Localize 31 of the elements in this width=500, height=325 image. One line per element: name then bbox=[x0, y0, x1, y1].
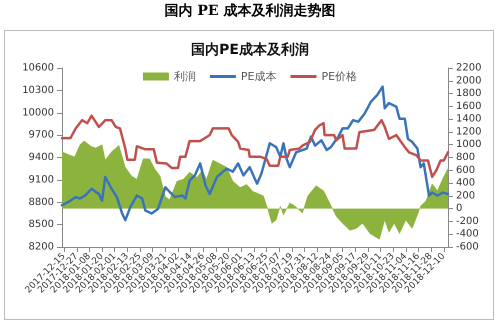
y2-tick-label: 800 bbox=[456, 152, 476, 163]
y2-tick-label: -200 bbox=[456, 216, 479, 227]
y2-tick-label: 1000 bbox=[456, 139, 482, 150]
legend-label: PE成本 bbox=[240, 70, 277, 83]
y2-tick-label: 0 bbox=[456, 203, 462, 214]
y-tick-label: 8800 bbox=[28, 196, 54, 208]
y-tick-label: 8500 bbox=[28, 219, 54, 230]
y2-tick-label: 2200 bbox=[456, 62, 482, 74]
y2-tick-label: 1800 bbox=[456, 88, 482, 100]
y2-tick-label: 2000 bbox=[456, 75, 482, 86]
legend-label: 利润 bbox=[174, 70, 196, 83]
y2-tick-label: 600 bbox=[456, 164, 476, 176]
y2-tick-label: 1200 bbox=[456, 126, 482, 138]
y-tick-label: 9100 bbox=[28, 174, 54, 186]
y-tick-label: 10300 bbox=[22, 84, 54, 96]
chart-subtitle: 国内PE成本及利润 bbox=[191, 41, 309, 58]
y-tick-label: 9700 bbox=[28, 130, 54, 141]
line-series bbox=[60, 85, 450, 222]
legend-label: PE价格 bbox=[322, 70, 358, 83]
y2-tick-label: -400 bbox=[456, 228, 479, 240]
y2-tick-label: -600 bbox=[456, 242, 479, 252]
y2-tick-label: 1600 bbox=[456, 100, 482, 112]
y2-tick-label: 200 bbox=[456, 190, 476, 202]
y-tick-label: 9400 bbox=[28, 152, 54, 163]
y-tick-label: 8200 bbox=[28, 242, 54, 252]
y2-tick-label: 400 bbox=[456, 178, 476, 189]
y-tick-label: 10600 bbox=[22, 62, 54, 74]
y2-tick-label: 1400 bbox=[456, 114, 482, 125]
chart-title: 国内 PE 成本及利润走势图 bbox=[164, 2, 336, 20]
line-series bbox=[60, 114, 450, 178]
y-tick-label: 10000 bbox=[22, 107, 54, 118]
